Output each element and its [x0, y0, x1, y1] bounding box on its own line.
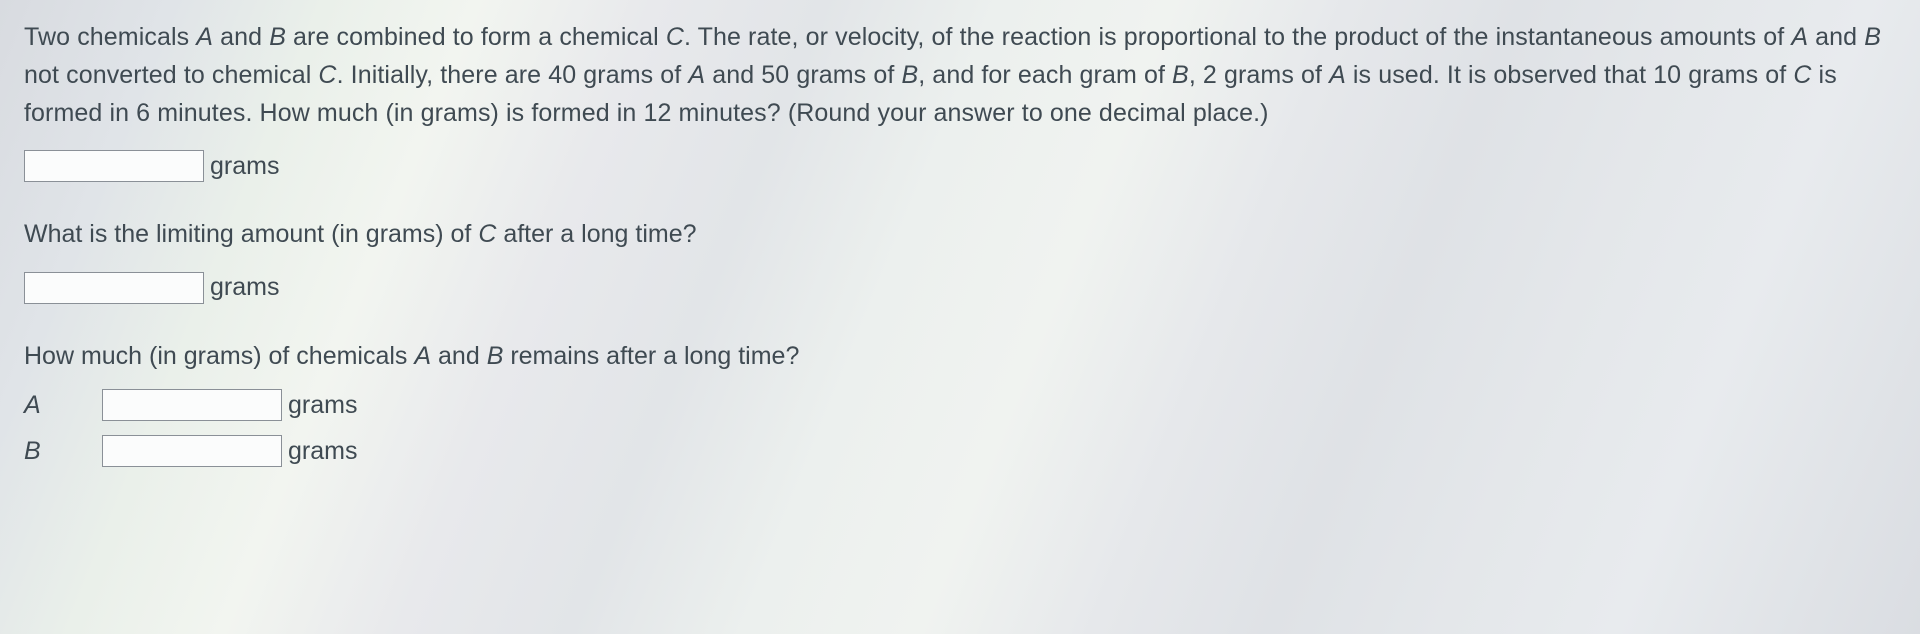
problem-statement: Two chemicals A and B are combined to fo…	[24, 18, 1896, 132]
answer-1-row: grams	[24, 150, 1896, 182]
answer-2-unit: grams	[210, 273, 279, 302]
answer-3-table: A grams B grams	[24, 389, 1896, 467]
answer-1-unit: grams	[210, 152, 279, 181]
answer-1-input[interactable]	[24, 150, 204, 182]
answer-2-row: grams	[24, 272, 1896, 304]
answer-3b-input[interactable]	[102, 435, 282, 467]
answer-2-input[interactable]	[24, 272, 204, 304]
row-b-label: B	[24, 437, 102, 466]
table-row: B grams	[24, 435, 1896, 467]
answer-3b-unit: grams	[288, 437, 357, 466]
question-3: How much (in grams) of chemicals A and B…	[24, 338, 1896, 376]
table-row: A grams	[24, 389, 1896, 421]
answer-3a-input[interactable]	[102, 389, 282, 421]
row-a-label: A	[24, 391, 102, 420]
answer-3a-unit: grams	[288, 391, 357, 420]
question-2: What is the limiting amount (in grams) o…	[24, 216, 1896, 254]
